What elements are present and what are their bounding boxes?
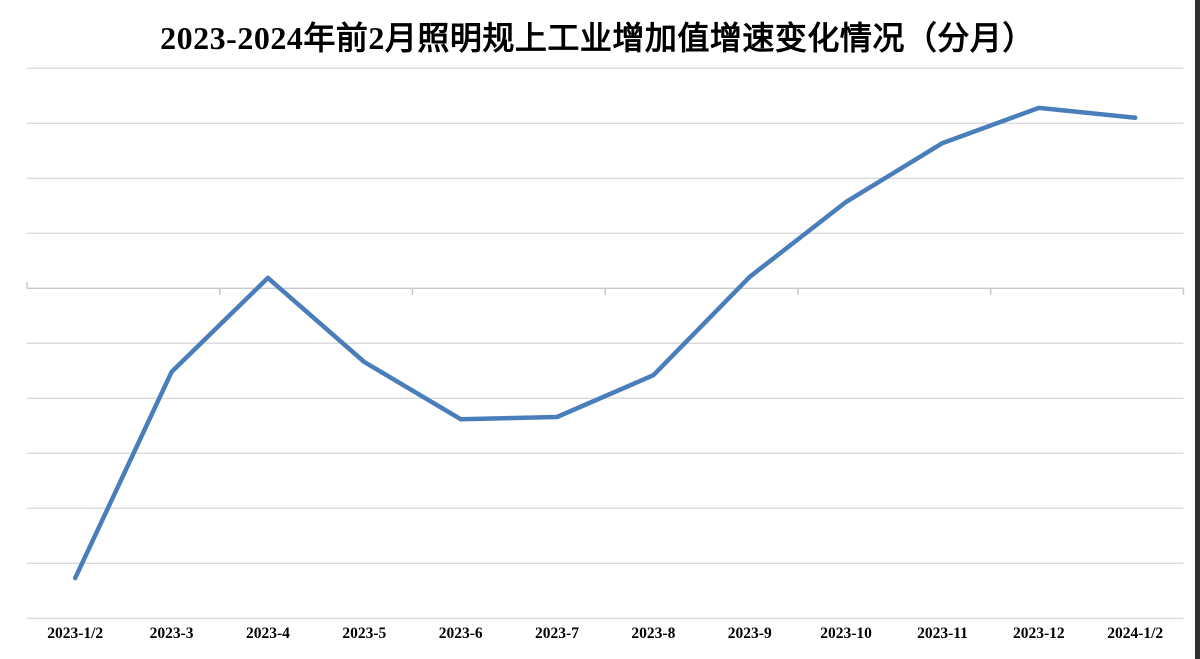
x-axis-label: 2023-11 — [917, 625, 968, 642]
gridlines-group — [27, 67, 1184, 619]
x-axis-label: 2023-10 — [820, 625, 872, 642]
x-axis-label: 2023-3 — [150, 625, 194, 642]
x-axis-label: 2023-5 — [342, 625, 386, 642]
x-axis-label: 2024-1/2 — [1107, 625, 1163, 642]
x-axis-labels-group: 2023-1/2 2023-3 2023-4 2023-5 2023-6 2023-7 20… — [47, 625, 1163, 642]
x-axis-label: 2023-8 — [631, 625, 675, 642]
screenshot-right-edge — [1195, 0, 1200, 659]
x-axis-label: 2023-1/2 — [47, 625, 103, 642]
x-axis-label: 2023-7 — [535, 625, 579, 642]
x-axis-label: 2023-6 — [439, 625, 483, 642]
data-series-line — [72, 105, 1138, 581]
chart-title: 2023-2024年前2月照明规上工业增加值增速变化情况（分月） — [160, 20, 1035, 56]
x-axis-label: 2023-12 — [1013, 625, 1065, 642]
x-axis-label: 2023-9 — [728, 625, 772, 642]
x-axis-label: 2023-4 — [246, 625, 290, 642]
axis-ticks-group — [26, 281, 1185, 295]
